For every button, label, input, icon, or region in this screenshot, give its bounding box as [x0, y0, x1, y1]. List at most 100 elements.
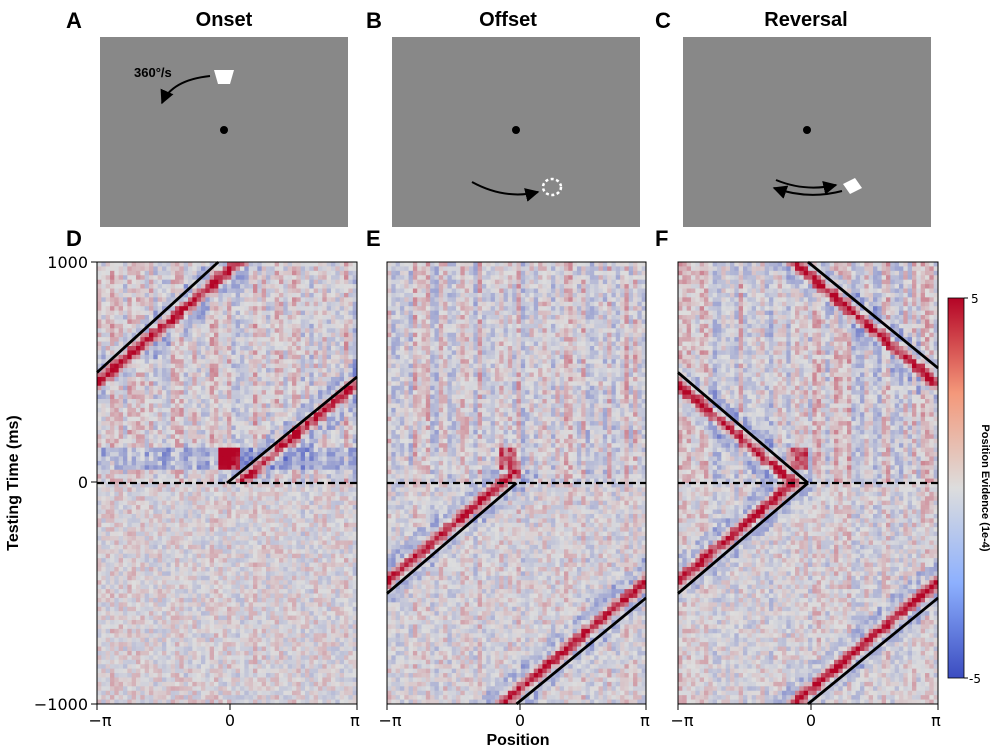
heatmap-cell	[292, 465, 297, 471]
heatmap-cell	[335, 385, 341, 391]
heatmap-cell	[140, 509, 146, 515]
heatmap-cell	[127, 306, 133, 312]
heatmap-cell	[127, 292, 133, 298]
heatmap-cell	[279, 505, 284, 510]
heatmap-cell	[127, 460, 133, 466]
heatmap-cell	[292, 301, 297, 307]
heatmap-cell	[235, 531, 241, 537]
heatmap-cell	[118, 390, 124, 395]
heatmap-cell	[214, 306, 219, 312]
heatmap-cell	[322, 549, 328, 555]
heatmap-cell	[240, 429, 245, 435]
heatmap-cell	[127, 310, 133, 316]
heatmap-cell	[344, 452, 349, 457]
heatmap-cell	[227, 354, 232, 360]
heatmap-cell	[209, 434, 215, 440]
heatmap-cell	[149, 487, 154, 493]
heatmap-cell	[292, 500, 297, 506]
heatmap-cell	[344, 270, 349, 276]
heatmap-cell	[292, 469, 297, 475]
heatmap-cell	[175, 438, 180, 444]
heatmap-cell	[140, 549, 146, 555]
heatmap-cell	[235, 518, 241, 524]
heatmap-cell	[296, 394, 302, 400]
heatmap-cell	[144, 606, 150, 612]
heatmap-cell	[136, 434, 141, 440]
heatmap-cell	[157, 345, 163, 351]
heatmap-cell	[244, 306, 250, 312]
heatmap-cell	[248, 483, 254, 488]
heatmap-cell	[127, 447, 133, 453]
heatmap-cell	[231, 584, 237, 590]
speed-label: 360°/s	[134, 65, 172, 80]
heatmap-cell	[144, 531, 150, 537]
heatmap-cell	[110, 407, 115, 413]
heatmap-cell	[110, 536, 115, 541]
heatmap-cell	[162, 447, 167, 453]
heatmap-cell	[261, 496, 267, 502]
heatmap-cell	[274, 505, 280, 510]
heatmap-cell	[205, 553, 211, 559]
heatmap-cell	[123, 575, 128, 581]
heatmap-cell	[218, 562, 224, 568]
heatmap-cell	[97, 487, 102, 493]
heatmap-cell	[257, 487, 263, 493]
heatmap-cell	[326, 425, 332, 431]
heatmap-cell	[240, 328, 245, 334]
heatmap-cell	[339, 518, 345, 524]
heatmap-cell	[144, 394, 150, 400]
heatmap-cell	[274, 509, 280, 515]
heatmap-cell	[318, 407, 323, 413]
heatmap-cell	[179, 284, 185, 289]
heatmap-cell	[97, 434, 102, 440]
heatmap-cell	[205, 315, 211, 320]
heatmap-cell	[222, 536, 228, 541]
heatmap-cell	[335, 381, 341, 387]
heatmap-cell	[157, 434, 163, 440]
heatmap-cell	[240, 615, 245, 621]
heatmap-cell	[183, 611, 189, 616]
heatmap-cell	[344, 350, 349, 356]
heatmap-cell	[318, 566, 323, 572]
heatmap-cell	[127, 597, 133, 603]
heatmap-cell	[179, 407, 185, 413]
heatmap-cell	[274, 469, 280, 475]
heatmap-cell	[131, 262, 137, 267]
heatmap-cell	[144, 536, 150, 541]
heatmap-cell	[322, 500, 328, 506]
heatmap-cell	[114, 593, 120, 599]
heatmap-cell	[105, 518, 111, 524]
heatmap-cell	[222, 306, 228, 312]
heatmap-cell	[214, 602, 219, 608]
heatmap-cell	[279, 345, 284, 351]
heatmap-cell	[253, 487, 258, 493]
heatmap-cell	[305, 363, 310, 369]
heatmap-cell	[348, 443, 354, 449]
heatmap-cell	[131, 399, 137, 404]
heatmap-cell	[248, 266, 254, 272]
heatmap-cell	[136, 580, 141, 586]
heatmap-cell	[162, 478, 167, 484]
heatmap-cell	[201, 602, 206, 608]
heatmap-cell	[309, 363, 315, 369]
heatmap-cell	[192, 284, 198, 289]
heatmap-cell	[235, 345, 241, 351]
panel-letter-b: B	[366, 8, 382, 33]
heatmap-cell	[218, 544, 224, 550]
heatmap-cell	[166, 337, 172, 342]
heatmap-cell	[196, 544, 202, 550]
heatmap-cell	[140, 597, 146, 603]
heatmap-cell	[149, 602, 154, 608]
heatmap-cell	[279, 615, 284, 621]
heatmap-cell	[205, 323, 211, 329]
heatmap-cell	[166, 571, 172, 577]
heatmap-cell	[209, 319, 215, 325]
heatmap-cell	[248, 447, 254, 453]
heatmap-cell	[170, 597, 176, 603]
heatmap-cell	[292, 513, 297, 519]
heatmap-cell	[222, 606, 228, 612]
heatmap-cell	[162, 328, 167, 334]
heatmap-cell	[313, 452, 319, 457]
heatmap-cell	[110, 416, 115, 422]
heatmap-cell	[348, 434, 354, 440]
